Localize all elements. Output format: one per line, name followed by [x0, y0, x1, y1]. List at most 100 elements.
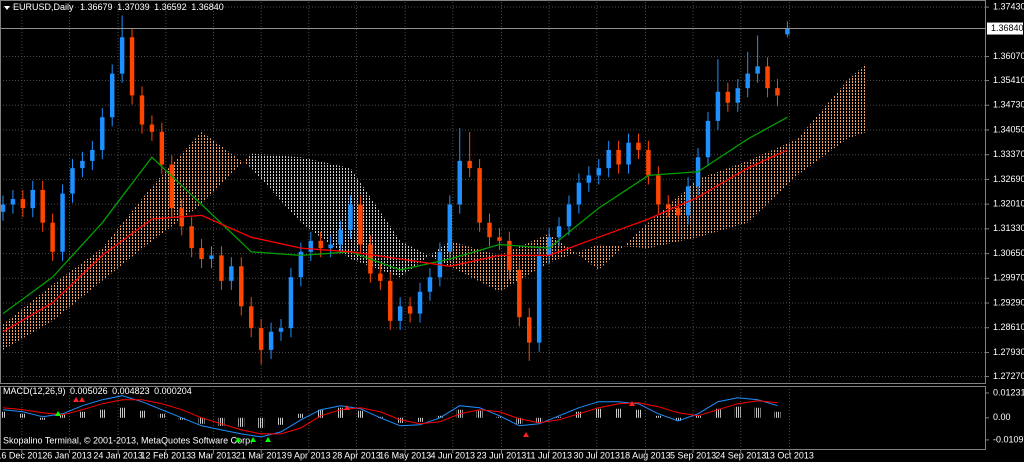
y-tick-label: 1.36070 [993, 51, 1024, 61]
macd-histogram-bar [397, 417, 404, 423]
price-label: 1.36840 [991, 23, 1024, 33]
macd-line [2, 395, 778, 438]
macd-header: MACD(12,26,9) 0.005026 0.004823 0.000204 [3, 386, 192, 396]
candle-body [775, 88, 780, 96]
candle-body [139, 95, 145, 125]
candle-body [477, 168, 482, 223]
cloud-segment [846, 62, 867, 140]
candle-body [258, 328, 264, 350]
candle-body [725, 91, 731, 103]
macd-histogram-bar [357, 410, 364, 418]
candle-body [417, 291, 423, 314]
macd-histogram-bar [575, 411, 582, 418]
lines-layer [2, 116, 788, 333]
candle-body [229, 266, 234, 281]
candle-body [387, 280, 393, 321]
macd-histogram-bar [734, 406, 741, 418]
candle-body [169, 164, 175, 209]
candle-body [447, 204, 453, 252]
candle-body [60, 193, 65, 252]
x-tick-label: 21 Mar 2013 [236, 450, 287, 460]
buy-arrow [55, 411, 61, 416]
x-tick-label: 4 Jun 2013 [431, 450, 476, 460]
macd-histogram-bar [754, 407, 761, 418]
macd-layer [0, 395, 781, 438]
y-tick-label: 1.28610 [993, 322, 1024, 332]
candle-body [666, 204, 671, 209]
x-tick-label: 5 Sep 2013 [670, 450, 716, 460]
moving-average [2, 116, 788, 315]
candle-body [129, 37, 135, 96]
cloud-segment [201, 131, 252, 205]
candle-body [10, 199, 16, 205]
cloud-segment [648, 179, 699, 249]
candle-body [576, 182, 582, 205]
macd-histogram-bar [317, 409, 324, 418]
buy-arrow [235, 437, 241, 442]
y-tick-label: 1.35410 [993, 75, 1024, 85]
candle-body [90, 149, 95, 161]
x-tick-label: 12 Feb 2013 [141, 450, 192, 460]
macd-readout: 0.005026 [70, 386, 108, 396]
candle-body [785, 28, 790, 35]
candle-body [606, 149, 611, 169]
y-tick-label: 1.30650 [993, 248, 1024, 258]
candle-body [546, 237, 552, 256]
y-tick-label: 1.34050 [993, 124, 1024, 134]
candle-body [427, 277, 433, 292]
price-label-box [987, 22, 1023, 35]
macd-histogram-bar [297, 413, 304, 418]
macd-histogram-bar [417, 417, 424, 422]
sell-arrow [344, 405, 350, 410]
candle-body [626, 142, 631, 165]
candle-body [378, 273, 383, 281]
y-tick-label: 0.012318 [993, 387, 1024, 397]
candle-body [50, 222, 55, 252]
candle-body [467, 160, 472, 169]
x-tick-label: 24 Jan 2013 [93, 450, 143, 460]
cloud-segment [499, 233, 550, 292]
x-tick-label: 3 Mar 2013 [191, 450, 237, 460]
chart-header: EURUSD,Daily 1.36679 1.37039 1.36592 1.3… [13, 2, 224, 12]
open-readout: 1.36679 [80, 2, 113, 12]
cloud-segment [747, 139, 798, 223]
macd-readout: 0.000204 [154, 386, 192, 396]
macd-histogram-bar [436, 415, 443, 418]
x-tick-label: 16 Dec 2012 [0, 450, 47, 460]
cloud-segment [449, 240, 500, 292]
candle-body [397, 306, 403, 321]
candle-body [70, 168, 75, 194]
sell-arrow [523, 432, 529, 437]
x-tick-label: 16 May 2013 [379, 450, 431, 460]
x-tick-label: 24 Sep 2013 [715, 450, 766, 460]
candle-body [745, 73, 750, 89]
candle-body [219, 255, 224, 281]
candle-body [705, 120, 711, 158]
macd-histogram-bar [595, 408, 602, 418]
signal-arrows [55, 397, 635, 442]
cloud-segment [698, 160, 748, 238]
candle-body [80, 160, 85, 169]
candle-body [765, 66, 770, 89]
cloud-segment [52, 248, 103, 321]
macd-histogram-bar [178, 417, 185, 420]
candle-body [119, 37, 125, 74]
macd-histogram-bar [99, 409, 106, 418]
candle-body [348, 204, 353, 230]
macd-histogram-bar [337, 407, 344, 418]
y-tick-label: 0.00 [993, 412, 1011, 422]
symbol-icon [4, 6, 10, 10]
candle-body [209, 255, 214, 260]
candle-body [100, 117, 105, 150]
sell-arrow [629, 401, 635, 406]
cloud-segment [300, 157, 351, 260]
candle-body [586, 175, 592, 183]
x-tick-label: 23 Jun 2013 [477, 450, 527, 460]
y-tick-label: 1.32010 [993, 199, 1024, 209]
symbol: EURUSD,Daily [13, 2, 74, 12]
macd-histogram-bar [496, 416, 503, 418]
y-tick-label: 1.27270 [993, 371, 1024, 381]
